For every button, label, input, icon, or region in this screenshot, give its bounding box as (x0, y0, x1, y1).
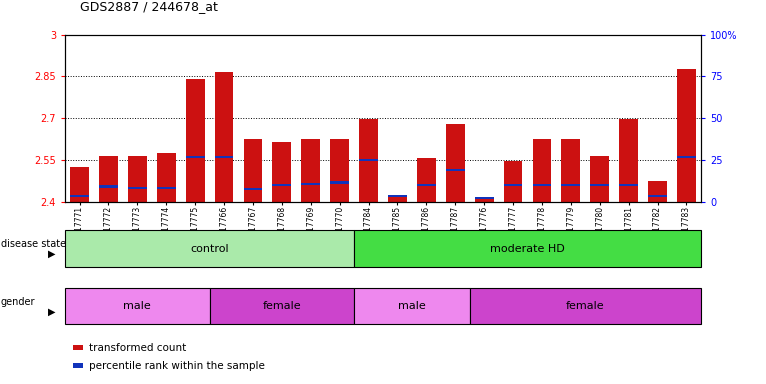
Bar (70, 195, 89, 197)
Bar (210, 288, 354, 324)
Bar (446, 124, 465, 202)
Bar (99, 156, 118, 202)
Bar (532, 184, 552, 186)
Bar (157, 187, 175, 189)
Bar (417, 159, 436, 202)
Bar (330, 139, 349, 202)
Bar (214, 72, 234, 202)
Text: percentile rank within the sample: percentile rank within the sample (89, 361, 265, 371)
Bar (504, 184, 522, 186)
Text: moderate HD: moderate HD (490, 243, 565, 254)
Bar (677, 156, 696, 159)
Bar (561, 184, 580, 186)
Bar (99, 185, 118, 188)
Text: female: female (263, 301, 301, 311)
Bar (388, 195, 407, 202)
Bar (354, 230, 701, 267)
Bar (330, 181, 349, 184)
Bar (504, 161, 522, 202)
Bar (417, 184, 436, 186)
Bar (532, 139, 552, 202)
Bar (244, 188, 262, 190)
Bar (354, 288, 470, 324)
Bar (157, 153, 175, 202)
Bar (619, 184, 638, 186)
Bar (388, 195, 407, 197)
Bar (273, 184, 291, 186)
Text: control: control (190, 243, 229, 254)
Bar (470, 288, 701, 324)
Bar (244, 139, 262, 202)
Bar (446, 169, 465, 171)
Text: disease state: disease state (1, 239, 66, 249)
Bar (475, 197, 493, 199)
Text: transformed count: transformed count (89, 343, 186, 353)
Text: male: male (123, 301, 151, 311)
Bar (359, 159, 378, 161)
Bar (186, 156, 205, 159)
Bar (214, 156, 234, 159)
Bar (65, 230, 354, 267)
Bar (561, 139, 580, 202)
Bar (70, 167, 89, 202)
Bar (359, 119, 378, 202)
Bar (301, 183, 320, 185)
Bar (648, 195, 667, 197)
Bar (186, 79, 205, 202)
Bar (591, 184, 609, 186)
Text: gender: gender (1, 297, 35, 307)
Bar (619, 119, 638, 202)
Bar (648, 181, 667, 202)
Text: female: female (566, 301, 604, 311)
Text: male: male (398, 301, 426, 311)
Bar (677, 70, 696, 202)
Text: GDS2887 / 244678_at: GDS2887 / 244678_at (80, 0, 218, 13)
Text: ▶: ▶ (47, 307, 55, 317)
Bar (128, 187, 147, 189)
Bar (65, 288, 210, 324)
Bar (301, 139, 320, 202)
Bar (591, 156, 609, 202)
Bar (475, 197, 493, 202)
Bar (128, 156, 147, 202)
Bar (273, 142, 291, 202)
Text: ▶: ▶ (47, 249, 55, 259)
